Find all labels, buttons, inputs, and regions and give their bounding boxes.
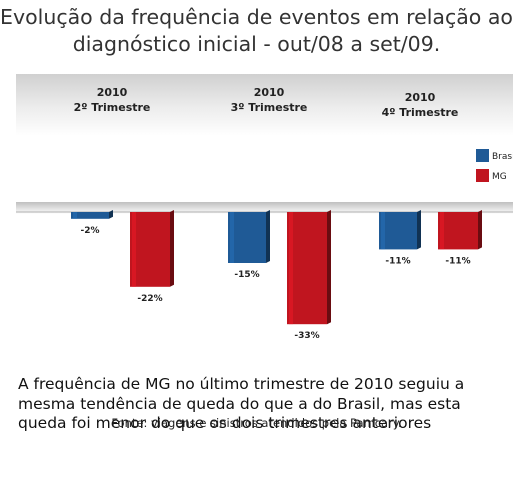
bar-face: [71, 212, 109, 219]
bar-highlight: [440, 212, 444, 250]
period-quarter-label: 2º Trimestre: [74, 101, 151, 114]
bar-highlight: [132, 212, 136, 287]
bar-brasil-1: [71, 210, 113, 219]
bar-highlight: [289, 212, 293, 325]
period-year-label: 2010: [97, 86, 128, 99]
bar-value-label: -33%: [294, 331, 319, 341]
bar-value-label: -11%: [445, 256, 470, 266]
bar-mg-3: [438, 210, 482, 250]
period-year-label: 2010: [254, 86, 285, 99]
bar-highlight: [381, 212, 385, 250]
bar-face: [287, 212, 327, 325]
bar-side: [266, 210, 270, 263]
bar-value-label: -11%: [385, 256, 410, 266]
bar-highlight: [73, 212, 77, 219]
bar-mg-2: [287, 210, 331, 325]
bar-face: [379, 212, 417, 250]
bar-side: [478, 210, 482, 250]
period-quarter-label: 3º Trimestre: [231, 101, 308, 114]
bar-value-label: -22%: [137, 294, 162, 304]
legend-swatch-brasil: [476, 149, 489, 162]
chart-title-line-1: Evolução da frequência de eventos em rel…: [0, 5, 513, 29]
chart-baseline-band: [16, 202, 513, 214]
period-quarter-label: 4º Trimestre: [382, 106, 459, 119]
legend-label-brasil: Brasil: [492, 152, 513, 162]
bar-face: [130, 212, 170, 287]
bar-value-label: -15%: [234, 270, 259, 280]
bar-face: [228, 212, 266, 263]
chart-source: Fonte: viagens e sinistros atendidos pel…: [111, 416, 402, 430]
bar-chart: 2010 2º Trimestre 2010 3º Trimestre 2010 4º T…: [16, 74, 513, 341]
bar-side: [170, 210, 174, 287]
period-year-label: 2010: [405, 91, 436, 104]
legend-swatch-mg: [476, 169, 489, 182]
chart-header-band: [16, 74, 513, 136]
bar-side: [417, 210, 421, 250]
bar-side: [109, 210, 113, 219]
bar-brasil-2: [228, 210, 270, 263]
bar-brasil-3: [379, 210, 421, 250]
chart-title: Evolução da frequência de eventos em rel…: [0, 4, 513, 58]
legend-label-mg: MG: [492, 172, 507, 182]
bar-highlight: [230, 212, 234, 263]
bar-face: [438, 212, 478, 250]
bar-mg-1: [130, 210, 174, 287]
chart-caption: A frequência de MG no último trimestre d…: [18, 375, 465, 432]
chart-title-line-2: diagnóstico inicial - out/08 a set/09.: [72, 32, 441, 56]
bar-value-label: -2%: [80, 226, 99, 236]
bar-side: [327, 210, 331, 325]
